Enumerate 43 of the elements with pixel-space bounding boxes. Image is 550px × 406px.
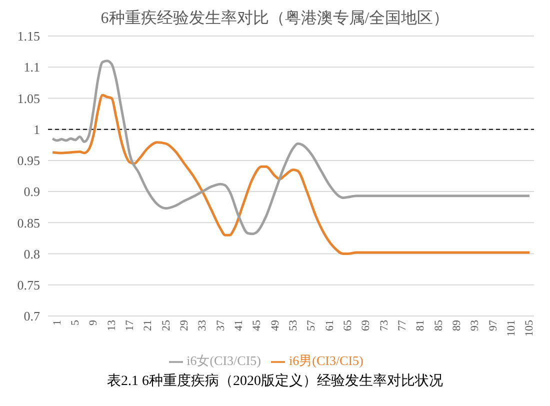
x-tick-label: 89 — [451, 320, 464, 331]
x-tick-label: 65 — [342, 320, 354, 331]
x-tick-label: 57 — [306, 320, 318, 331]
x-tick-label: 21 — [142, 320, 154, 331]
x-tick-label: 17 — [124, 320, 136, 331]
x-tick-label: 101 — [506, 320, 518, 336]
x-tick-label: 1 — [51, 320, 64, 326]
x-tick-label: 33 — [196, 320, 209, 331]
x-tick-label: 45 — [251, 320, 264, 331]
line-series — [51, 94, 531, 256]
x-tick-label: 85 — [432, 320, 445, 331]
x-tick-label: 49 — [269, 320, 282, 331]
x-tick-label: 25 — [160, 320, 172, 331]
x-tick-label: 97 — [487, 320, 500, 331]
legend-label: i6男(CI3/CI5) — [289, 353, 364, 368]
x-tick-label: 5 — [70, 320, 82, 326]
y-tick-label: 0.75 — [17, 278, 40, 293]
x-tick-label: 81 — [414, 320, 427, 331]
y-tick-label: 1.15 — [17, 28, 40, 44]
x-tick-label: 93 — [469, 320, 482, 331]
y-tick-label: 0.7 — [24, 308, 40, 324]
y-tick-label: 0.9 — [24, 184, 40, 200]
x-tick-label: 29 — [178, 320, 191, 331]
x-tick-label: 77 — [396, 320, 409, 331]
x-tick-label: 37 — [214, 320, 227, 331]
x-tick-label: 61 — [324, 320, 336, 331]
x-tick-label: 13 — [106, 320, 118, 331]
x-tick-label: 53 — [288, 320, 300, 331]
x-tick-label: 73 — [378, 320, 390, 331]
text: 表2.1 6种重度疾病（2020版定义）经验发生率对比状况 — [106, 372, 444, 390]
x-tick-label: 41 — [233, 320, 246, 331]
chart-title: 6种重疾经验发生率对比（粤港澳专属/全国地区） — [100, 10, 450, 27]
y-tick-label: 0.85 — [17, 215, 40, 230]
y-tick-label: 1 — [34, 122, 40, 137]
y-tick-label: 1.05 — [17, 90, 40, 106]
legend-label: i6女(CI3/CI5) — [186, 353, 261, 368]
line-series — [51, 60, 531, 236]
x-tick-label: 9 — [88, 320, 100, 326]
x-tick-label: 105 — [524, 320, 536, 336]
y-tick-label: 0.8 — [24, 246, 40, 262]
x-tick-label: 69 — [360, 320, 372, 331]
y-tick-label: 0.95 — [17, 153, 40, 168]
y-tick-label: 1.1 — [24, 60, 40, 75]
